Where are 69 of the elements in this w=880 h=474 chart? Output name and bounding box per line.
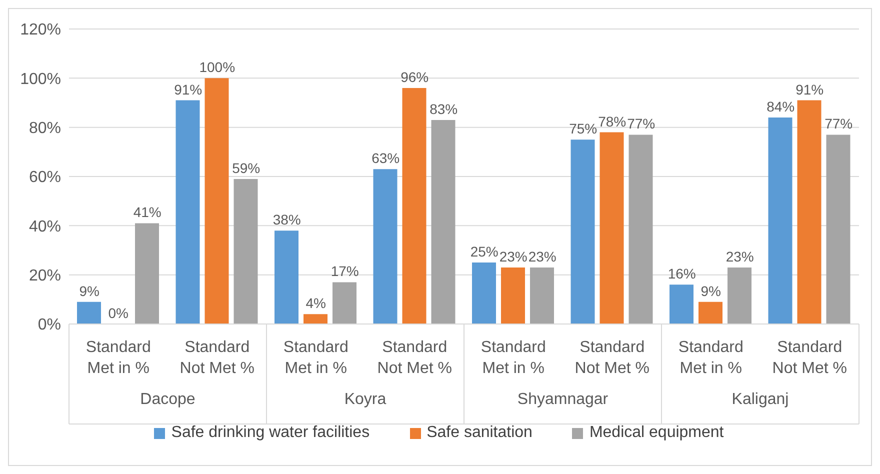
bar (670, 284, 694, 324)
data-label: 63% (372, 150, 400, 166)
bar (234, 178, 258, 324)
bar (332, 282, 356, 324)
x-tick-label: Standard Met in % (678, 339, 744, 377)
y-tick-label: 80% (28, 120, 61, 138)
data-label: 38% (272, 212, 301, 228)
data-label: 23% (528, 248, 556, 264)
bar (274, 230, 298, 324)
bar (304, 314, 328, 324)
bar (826, 134, 850, 324)
bar (176, 100, 200, 324)
x-tick-label: Standard Not Met % (574, 339, 650, 377)
y-tick-label: 40% (28, 218, 61, 236)
bar (431, 120, 456, 324)
data-label: 9% (79, 282, 100, 299)
data-label: 91% (796, 81, 824, 98)
bar (472, 262, 496, 324)
data-label: 25% (470, 244, 498, 260)
bar (600, 132, 624, 324)
y-tick-label: 120% (20, 22, 61, 39)
x-tick-label: Standard Met in % (86, 339, 151, 377)
bar (373, 169, 398, 324)
data-label: 9% (700, 282, 721, 299)
x-tick-label: Standard Not Met % (180, 339, 254, 377)
data-label: 4% (306, 295, 326, 312)
bar (77, 302, 101, 324)
data-label: 0% (108, 305, 128, 321)
x-tick-label: Standard Met in % (283, 339, 348, 377)
x-tick-label: Standard Met in % (480, 339, 546, 377)
data-label: 16% (668, 266, 696, 282)
bar (570, 140, 595, 324)
data-label: 84% (766, 98, 795, 114)
data-label: 59% (232, 160, 260, 176)
legend-label: Medical equipment (588, 424, 724, 442)
data-label: 41% (133, 204, 162, 220)
text: Koyra (344, 391, 386, 408)
bar (530, 267, 554, 324)
text: Shyamnagar (517, 391, 609, 408)
bar (135, 223, 159, 324)
data-label: 23% (499, 248, 528, 264)
bar (402, 88, 426, 324)
data-label: 77% (824, 116, 853, 132)
bar (728, 267, 752, 324)
bar (204, 78, 229, 324)
data-label: 23% (726, 248, 754, 264)
y-tick-label: 60% (28, 169, 61, 186)
bar (797, 100, 822, 324)
y-tick-label: 100% (20, 70, 61, 88)
data-label: 77% (627, 116, 656, 132)
legend-label: Safe drinking water facilities (170, 424, 370, 442)
y-tick-label: 0% (38, 316, 61, 334)
bar (768, 118, 792, 324)
data-label: 17% (330, 263, 359, 280)
bar (698, 302, 722, 324)
data-label: 78% (598, 113, 626, 130)
data-label: 96% (400, 69, 429, 85)
y-tick-label: 20% (28, 268, 61, 285)
data-label: 91% (174, 81, 202, 98)
x-tick-label: Standard Not Met % (772, 339, 847, 377)
x-tick-label: Standard Not Met % (377, 339, 452, 377)
bar (628, 134, 653, 324)
data-label: 83% (430, 100, 458, 117)
text: Kaliganj (732, 391, 789, 408)
bar (501, 267, 525, 324)
data-label: 75% (569, 120, 598, 137)
data-label: 100% (199, 59, 236, 76)
text: Dacope (140, 391, 196, 408)
legend-label: Safe sanitation (426, 424, 532, 442)
